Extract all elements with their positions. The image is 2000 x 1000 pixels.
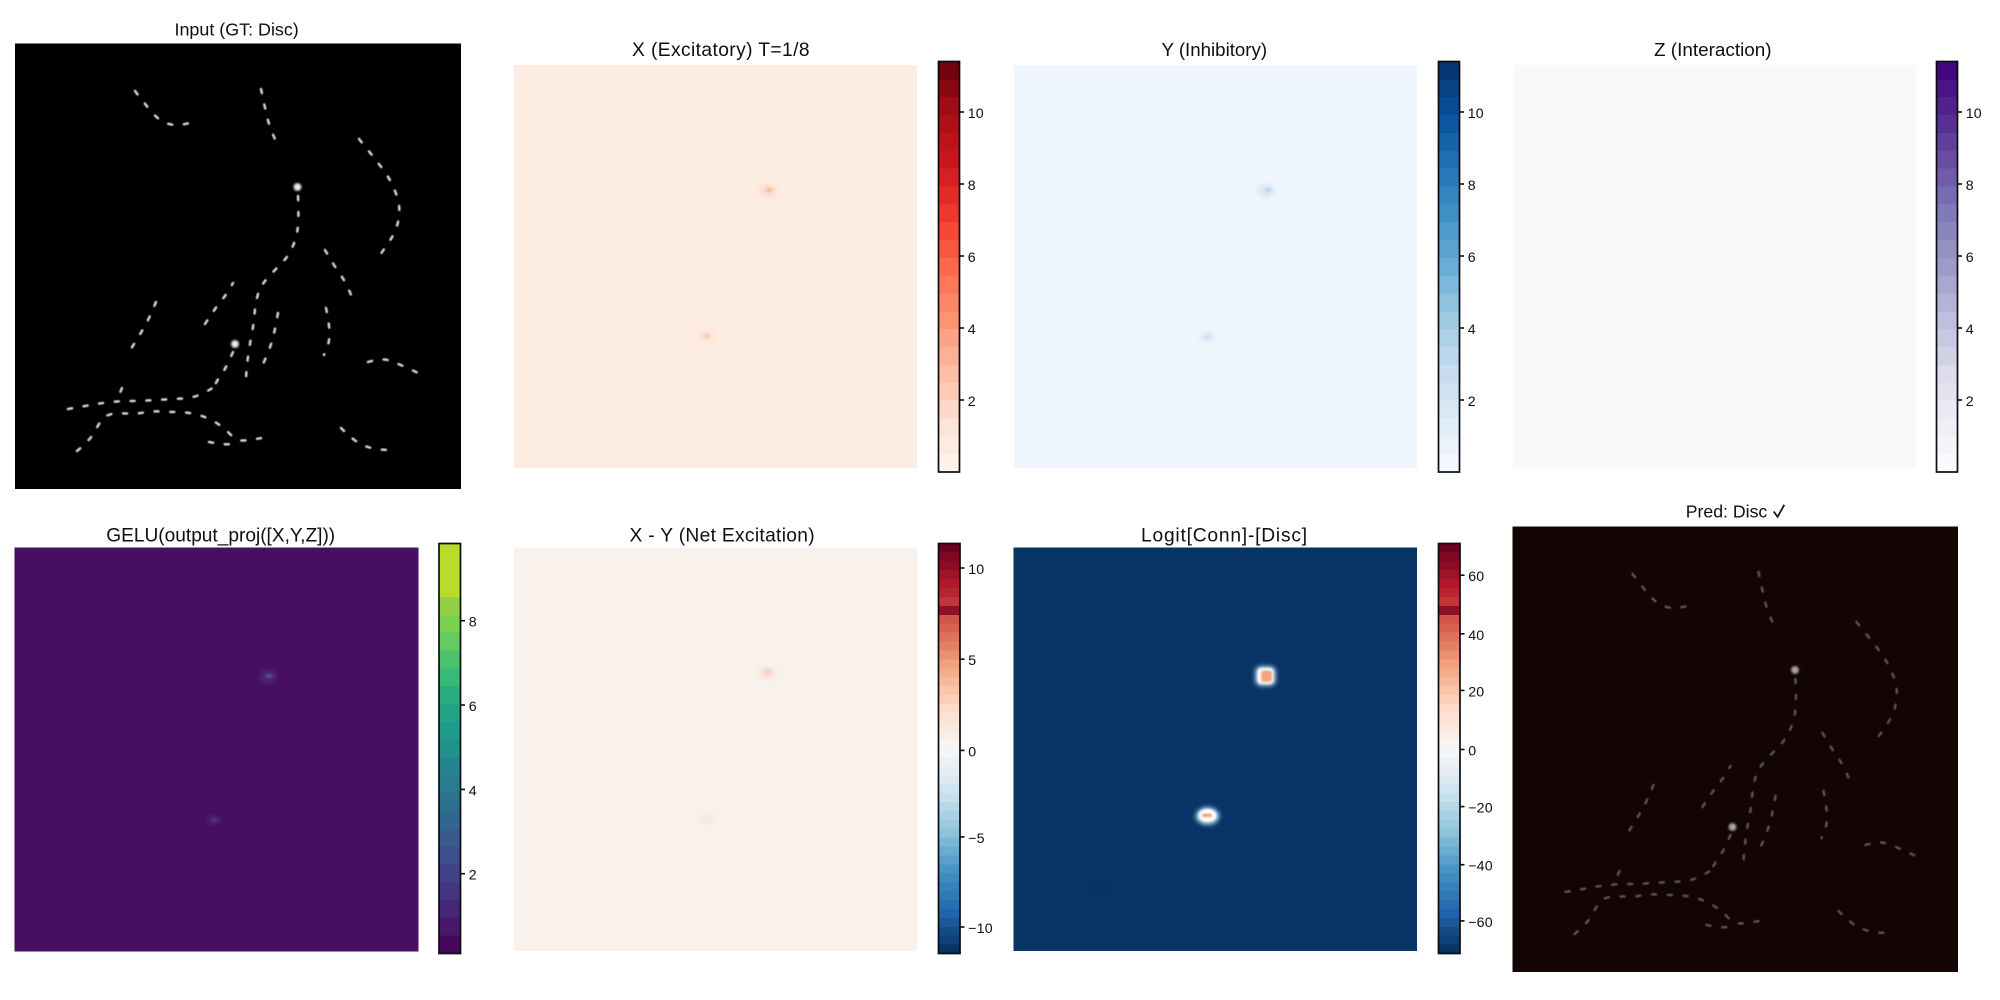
svg-text:2: 2	[968, 394, 976, 410]
svg-text:6: 6	[469, 699, 477, 715]
svg-text:GELU(output_proj([X,Y,Z])): GELU(output_proj([X,Y,Z]))	[106, 525, 335, 546]
svg-text:0: 0	[968, 744, 976, 760]
svg-text:8: 8	[1966, 178, 1974, 194]
svg-text:4: 4	[469, 783, 477, 799]
svg-text:2: 2	[469, 868, 477, 884]
svg-text:6: 6	[1966, 250, 1974, 266]
svg-text:10: 10	[1468, 106, 1484, 122]
svg-text:4: 4	[1468, 322, 1476, 338]
svg-text:2: 2	[1468, 394, 1476, 410]
svg-text:X (Excitatory) T=1/8: X (Excitatory) T=1/8	[632, 40, 810, 61]
svg-text:0: 0	[1468, 744, 1476, 760]
svg-text:5: 5	[968, 653, 976, 669]
svg-text:−10: −10	[968, 921, 993, 937]
svg-text:X - Y (Net Excitation): X - Y (Net Excitation)	[630, 525, 815, 546]
svg-text:6: 6	[1468, 250, 1476, 266]
svg-text:Logit[Conn]-[Disc]: Logit[Conn]-[Disc]	[1141, 525, 1308, 546]
svg-text:4: 4	[968, 322, 976, 338]
svg-text:−60: −60	[1468, 915, 1493, 931]
svg-text:40: 40	[1468, 628, 1484, 644]
svg-text:60: 60	[1468, 569, 1484, 585]
svg-text:10: 10	[968, 562, 984, 578]
svg-text:Y (Inhibitory): Y (Inhibitory)	[1162, 39, 1268, 60]
svg-text:Input (GT: Disc): Input (GT: Disc)	[175, 20, 299, 40]
svg-text:8: 8	[1468, 178, 1476, 194]
svg-text:10: 10	[968, 106, 984, 122]
svg-text:−40: −40	[1468, 859, 1493, 875]
svg-text:Z (Interaction): Z (Interaction)	[1654, 40, 1772, 61]
svg-text:8: 8	[968, 178, 976, 194]
svg-text:Pred: Disc: Pred: Disc	[1686, 502, 1768, 522]
svg-text:20: 20	[1468, 684, 1484, 700]
svg-text:−5: −5	[968, 831, 985, 847]
svg-text:6: 6	[968, 250, 976, 266]
svg-text:10: 10	[1966, 106, 1982, 122]
svg-text:−20: −20	[1468, 801, 1493, 817]
svg-text:4: 4	[1966, 322, 1974, 338]
svg-text:8: 8	[469, 615, 477, 631]
svg-text:2: 2	[1966, 394, 1974, 410]
